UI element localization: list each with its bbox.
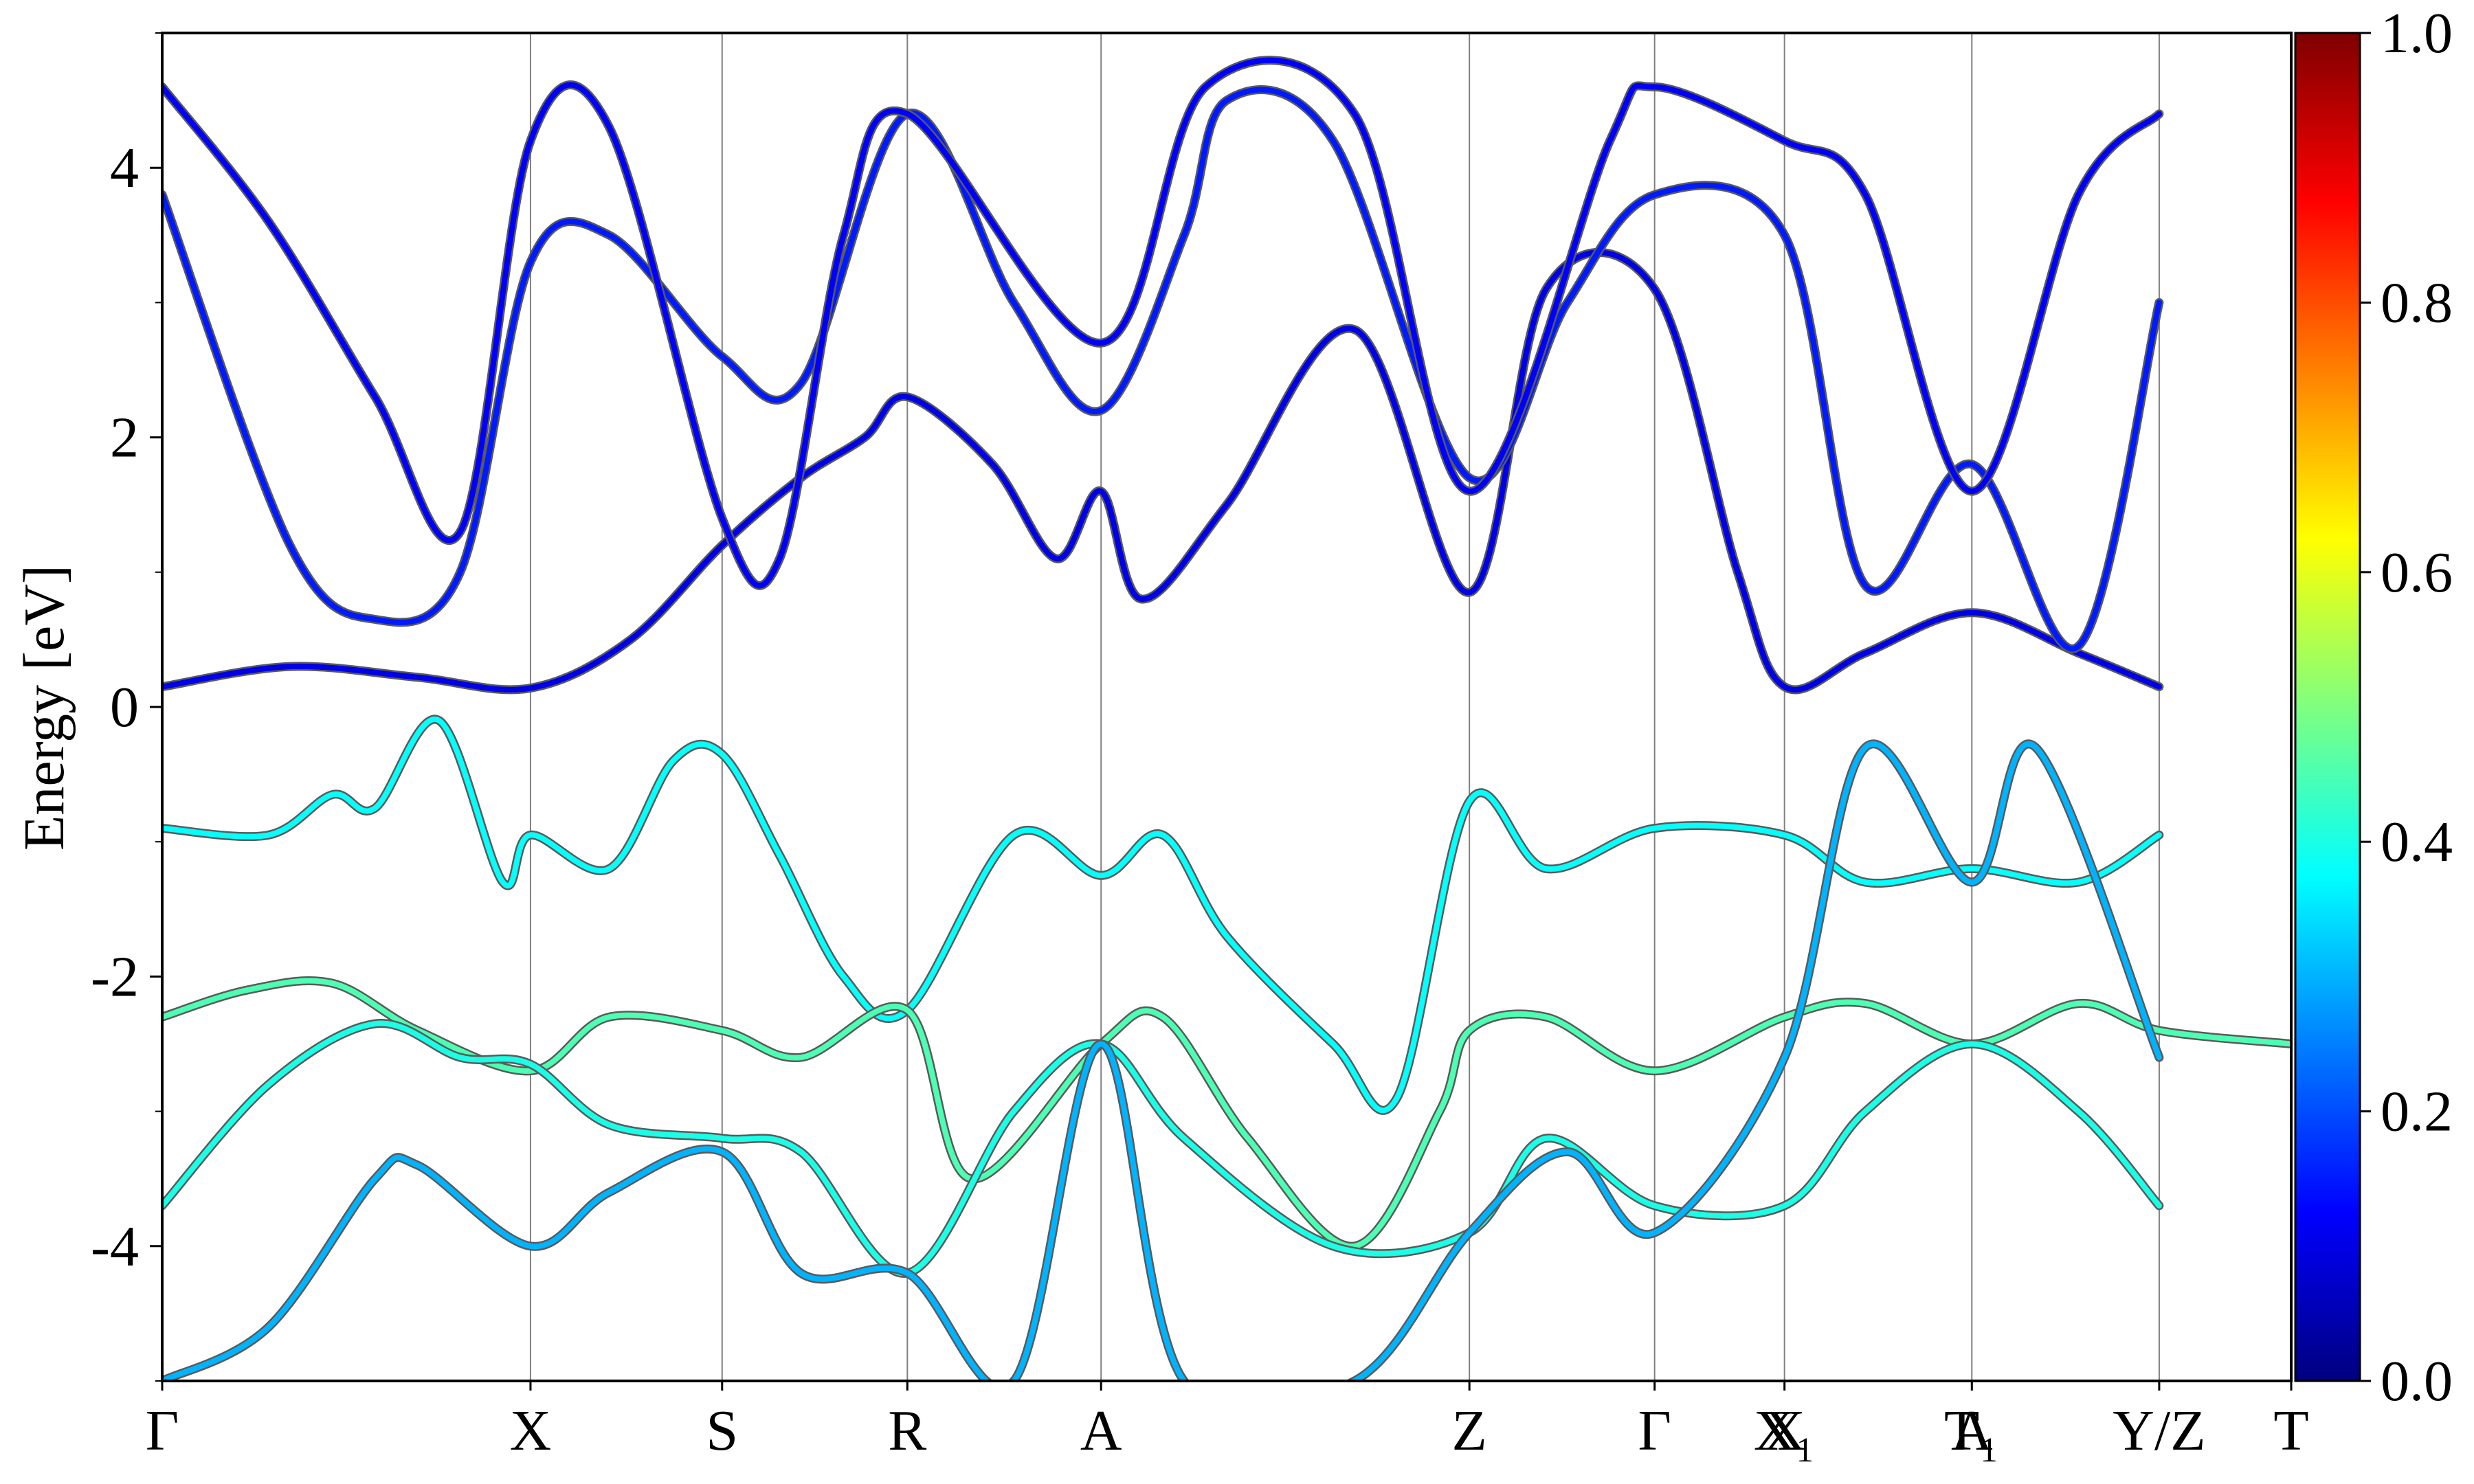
colorbar: 0.0 0.2 0.4 0.6 0.8 1.0: [2294, 1, 2453, 1413]
band-lines: [162, 56, 2291, 1381]
x-tick-label: T₁: [1944, 1399, 2000, 1463]
colorbar-tick-label: 0.2: [2381, 1080, 2453, 1144]
band-line-outline: [162, 1018, 2164, 1278]
x-tick-label: Γ: [146, 1399, 179, 1463]
x-tick-label: Γ: [1638, 1399, 1671, 1463]
x-tick-label: A: [1951, 1399, 1993, 1463]
x-tick-label: Z: [1452, 1399, 1487, 1463]
colorbar-tick-label: 0.6: [2381, 541, 2453, 605]
y-axis-label: Energy [eV]: [12, 565, 76, 851]
colorbar-gradient: [2294, 32, 2361, 1382]
x-tick-label: X: [1763, 1399, 1805, 1463]
x-tick-label: T: [2273, 1399, 2308, 1463]
y-tick-label: -2: [91, 945, 139, 1009]
colorbar-tick-label: 0.8: [2381, 271, 2453, 335]
y-tick-label: -4: [91, 1215, 139, 1279]
band-line-outline: [162, 56, 2164, 590]
band-line: [162, 741, 2162, 1381]
x-tick-label: Y/Z: [2113, 1399, 2205, 1463]
band-line: [162, 249, 2162, 693]
colorbar-ticks: 0.0 0.2 0.4 0.6 0.8 1.0: [2360, 1, 2453, 1413]
y-tick-label: 0: [110, 675, 139, 739]
x-tick-label: X: [510, 1399, 552, 1463]
colorbar-tick-label: 0.0: [2381, 1349, 2453, 1413]
x-tick-label: R: [888, 1399, 926, 1463]
y-tick-label: 2: [110, 406, 139, 470]
x-tick-label: A: [1080, 1399, 1122, 1463]
y-axis-ticks: -4 -2 0 2 4: [91, 32, 162, 1382]
x-tick-label: S: [706, 1399, 738, 1463]
colorbar-tick-label: 1.0: [2381, 1, 2453, 65]
band-line: [162, 1020, 2162, 1277]
x-tick-label: X₁: [1754, 1399, 1816, 1463]
colorbar-tick-label: 0.4: [2381, 810, 2453, 874]
y-tick-label: 4: [110, 136, 139, 200]
kpoint-divider-lines: [529, 33, 2160, 1381]
band-line: [162, 87, 2162, 652]
band-line: [162, 57, 2162, 589]
band-line-outline: [162, 247, 2164, 695]
x-axis-ticks: Γ X S R A Z Γ XX₁ AT₁ Y/Z T: [146, 1381, 2309, 1463]
band-line: [162, 717, 2162, 1114]
